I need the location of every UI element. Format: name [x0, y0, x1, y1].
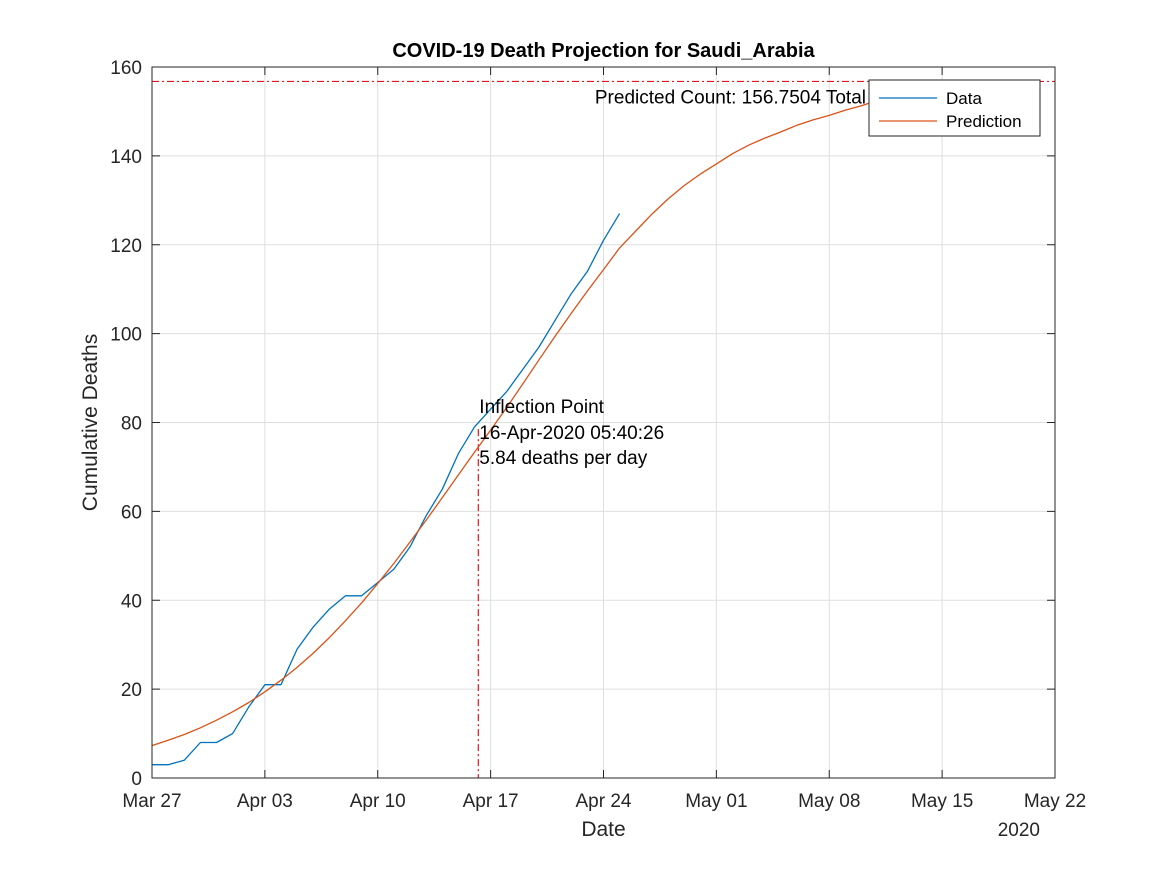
inflection-label-date: 16-Apr-2020 05:40:26	[479, 423, 664, 444]
y-tick-label: 20	[121, 680, 142, 701]
x-tick-label: Apr 24	[576, 791, 632, 812]
y-tick-label: 120	[110, 236, 142, 257]
y-tick-label: 40	[121, 591, 142, 612]
x-axis-year-label: 2020	[998, 820, 1040, 841]
inflection-label-rate: 5.84 deaths per day	[479, 448, 647, 469]
x-tick-label: May 08	[798, 791, 860, 812]
x-tick-label: May 01	[685, 791, 747, 812]
legend-label-prediction: Prediction	[946, 112, 1022, 131]
x-tick-label: Apr 10	[350, 791, 406, 812]
series-group	[151, 99, 878, 766]
inflection-label-title: Inflection Point	[479, 397, 604, 418]
legend: Data Prediction	[868, 79, 1041, 137]
legend-label-data: Data	[946, 89, 982, 108]
y-tick-label: 80	[121, 414, 142, 435]
y-axis-title: Cumulative Deaths	[79, 334, 102, 511]
x-tick-label: May 22	[1024, 791, 1086, 812]
ticks	[151, 66, 1056, 779]
y-tick-label: 160	[110, 58, 142, 79]
predicted-count-label: Predicted Count: 156.7504 Total	[595, 87, 866, 108]
x-tick-labels: Mar 27 Apr 03 Apr 10 Apr 17 Apr 24 May 01 May …	[122, 791, 1086, 812]
x-tick-label: Apr 17	[463, 791, 519, 812]
x-tick-label: May 15	[911, 791, 973, 812]
x-tick-label: Mar 27	[122, 791, 181, 812]
chart-title: COVID-19 Death Projection for Saudi_Arab…	[392, 40, 815, 62]
grid	[151, 66, 1056, 779]
x-tick-label: Apr 03	[237, 791, 293, 812]
y-tick-labels: 0 20 40 60 80 100 120 140 160	[110, 58, 142, 790]
y-tick-label: 60	[121, 502, 142, 523]
series-line-prediction	[151, 99, 878, 747]
x-axis-title: Date	[581, 818, 625, 841]
y-tick-label: 140	[110, 147, 142, 168]
legend-box	[868, 79, 1041, 137]
series-line-data	[152, 213, 621, 766]
y-tick-label: 0	[131, 769, 142, 790]
y-tick-label: 100	[110, 325, 142, 346]
